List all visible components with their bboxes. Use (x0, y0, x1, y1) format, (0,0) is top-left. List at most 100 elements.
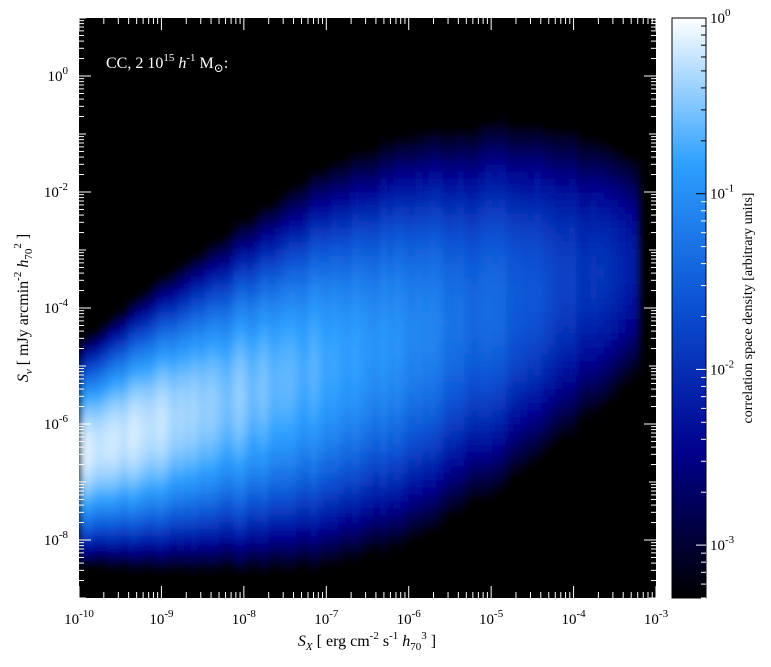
density-cell (149, 298, 157, 306)
density-cell (156, 529, 164, 537)
density-cell (394, 221, 402, 229)
density-cell (254, 515, 262, 523)
density-cell (317, 424, 325, 432)
density-cell (240, 543, 248, 551)
density-cell (261, 494, 269, 502)
density-cell (394, 536, 402, 544)
density-cell (429, 459, 437, 467)
density-cell (310, 235, 318, 243)
density-cell (387, 522, 395, 530)
density-cell (240, 277, 248, 285)
density-cell (100, 550, 108, 558)
density-cell (317, 333, 325, 341)
density-cell (352, 522, 360, 530)
density-cell (450, 235, 458, 243)
density-cell (464, 298, 472, 306)
density-cell (562, 403, 570, 411)
density-cell (534, 417, 542, 425)
density-cell (100, 543, 108, 551)
density-cell (135, 340, 143, 348)
density-cell (205, 389, 213, 397)
density-cell (324, 543, 332, 551)
density-cell (128, 361, 136, 369)
density-cell (135, 389, 143, 397)
density-cell (149, 564, 157, 572)
density-cell (310, 354, 318, 362)
density-cell (555, 389, 563, 397)
density-cell (422, 256, 430, 264)
density-cell (597, 158, 605, 166)
density-cell (226, 354, 234, 362)
density-cell (373, 172, 381, 180)
density-cell (373, 508, 381, 516)
density-cell (352, 333, 360, 341)
density-cell (492, 466, 500, 474)
density-cell (296, 424, 304, 432)
density-cell (317, 256, 325, 264)
density-cell (233, 543, 241, 551)
density-cell (184, 298, 192, 306)
density-cell (555, 340, 563, 348)
density-cell (121, 501, 129, 509)
density-cell (156, 417, 164, 425)
density-cell (212, 256, 220, 264)
density-cell (289, 354, 297, 362)
density-cell (457, 326, 465, 334)
density-cell (233, 326, 241, 334)
density-cell (135, 480, 143, 488)
density-cell (107, 487, 115, 495)
density-cell (422, 501, 430, 509)
density-cell (170, 459, 178, 467)
density-cell (282, 522, 290, 530)
density-cell (205, 424, 213, 432)
density-cell (520, 438, 528, 446)
density-cell (135, 305, 143, 313)
density-cell (450, 340, 458, 348)
colorbar-ticks (696, 17, 706, 599)
density-cell (142, 515, 150, 523)
density-cell (268, 305, 276, 313)
density-cell (100, 333, 108, 341)
density-cell (135, 452, 143, 460)
density-cell (541, 144, 549, 152)
x-tick-label: 10-5 (479, 608, 504, 628)
density-cell (499, 263, 507, 271)
density-cell (625, 172, 633, 180)
density-cell (604, 186, 612, 194)
density-cell (492, 291, 500, 299)
density-cell (240, 347, 248, 355)
density-cell (226, 263, 234, 271)
density-cell (436, 172, 444, 180)
density-cell (128, 529, 136, 537)
density-cell (254, 452, 262, 460)
density-cell (296, 557, 304, 565)
density-cell (212, 291, 220, 299)
density-cell (226, 515, 234, 523)
density-cell (177, 473, 185, 481)
density-cell (275, 333, 283, 341)
density-cell (338, 263, 346, 271)
density-cell (401, 144, 409, 152)
density-cell (170, 508, 178, 516)
density-cell (555, 431, 563, 439)
density-cell (163, 396, 171, 404)
density-cell (254, 214, 262, 222)
density-cell (331, 382, 339, 390)
density-cell (79, 347, 87, 355)
density-cell (205, 326, 213, 334)
density-cell (513, 193, 521, 201)
density-cell (156, 557, 164, 565)
density-cell (142, 417, 150, 425)
density-cell (128, 424, 136, 432)
density-cell (289, 242, 297, 250)
density-cell (352, 172, 360, 180)
density-cell (359, 459, 367, 467)
density-cell (422, 312, 430, 320)
density-cell (569, 130, 577, 138)
density-cell (583, 200, 591, 208)
density-cell (296, 417, 304, 425)
density-cell (618, 242, 626, 250)
density-cell (534, 389, 542, 397)
density-cell (366, 263, 374, 271)
density-cell (359, 466, 367, 474)
